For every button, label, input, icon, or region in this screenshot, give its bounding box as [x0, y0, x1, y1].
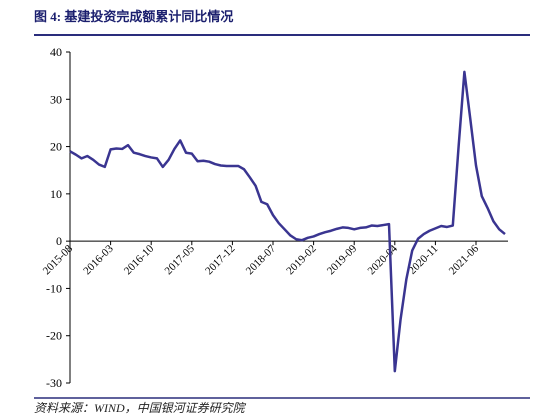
chart-title: 图 4: 基建投资完成额累计同比情况 — [34, 9, 233, 24]
x-tick-label: 2020-04 — [366, 242, 401, 277]
y-tick-label: 20 — [50, 140, 62, 154]
x-tick-label: 2018-07 — [244, 242, 279, 277]
data-line — [69, 70, 506, 373]
x-tick-label: 2016-10 — [122, 242, 157, 277]
x-tick-label: 2017-12 — [203, 243, 237, 277]
y-tick-label: 0 — [56, 234, 62, 248]
x-tick-label: 2017-05 — [163, 242, 198, 277]
y-tick-label: -20 — [46, 329, 62, 343]
x-tick-label: 2021-06 — [447, 242, 482, 277]
x-tick-label: 2019-09 — [325, 242, 360, 277]
y-tick-label: 30 — [50, 92, 62, 106]
y-tick-label: 40 — [50, 45, 62, 59]
y-tick-label: -30 — [46, 376, 62, 390]
x-tick-label: 2016-03 — [81, 242, 116, 277]
y-tick-label: 10 — [50, 187, 62, 201]
y-tick-label: -10 — [46, 281, 62, 295]
x-tick-label: 2019-02 — [284, 243, 318, 277]
source-note: 资料来源：WIND，中国银河证券研究院 — [34, 401, 247, 415]
